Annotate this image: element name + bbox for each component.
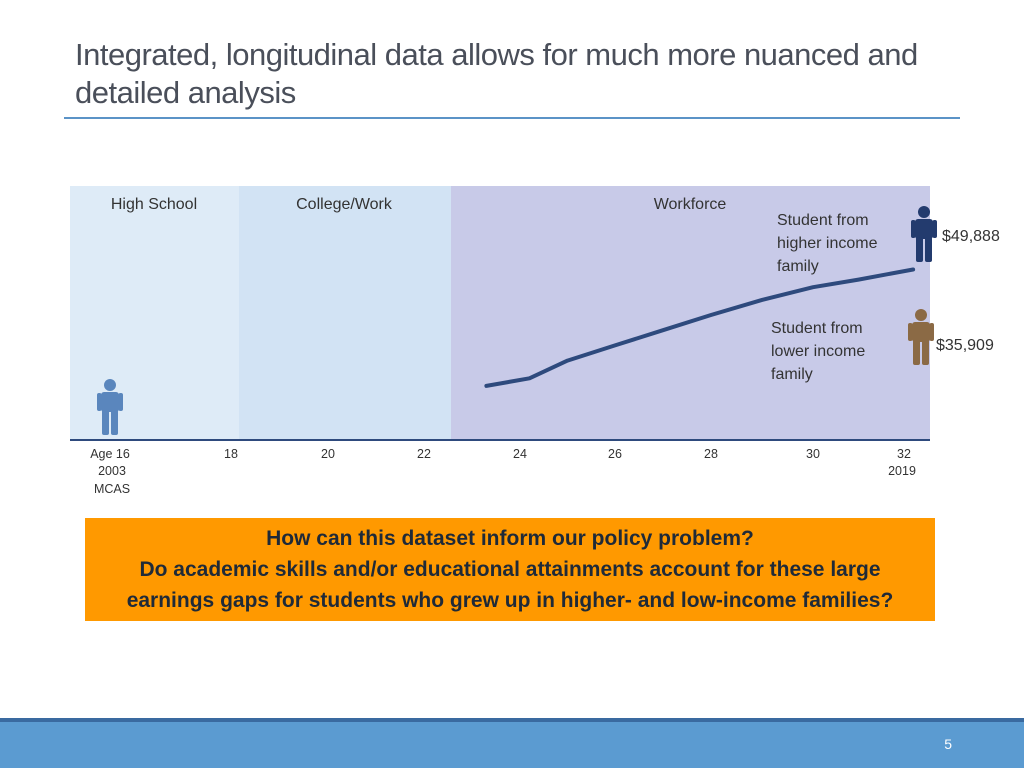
stage-band-college-work-label: College/Work (296, 196, 393, 213)
footer-bar (0, 722, 1024, 768)
x-tick-sublabel: 2003 (98, 464, 126, 478)
stage-band-high-school (70, 186, 239, 439)
x-tick-label: 22 (417, 447, 431, 461)
stage-band-workforce (451, 186, 930, 439)
earnings-line-series (484, 267, 916, 388)
x-tick-sublabel: 2019 (888, 464, 916, 478)
timeline-chart: High School College/Work Workforce Age 16 2… (70, 186, 1000, 496)
annotation-high-income-label: Student from (777, 212, 869, 229)
x-tick-sublabel: MCAS (94, 482, 130, 496)
x-tick-label: 30 (806, 447, 820, 461)
x-tick-label: 24 (513, 447, 527, 461)
annotation-low-income-value: $35,909 (936, 337, 994, 354)
policy-question-callout: How can this dataset inform our policy p… (85, 518, 935, 621)
footer-divider (0, 718, 1024, 722)
x-tick-label: 18 (224, 447, 238, 461)
slide-title: Integrated, longitudinal data allows for… (75, 37, 918, 110)
annotation-high-income-value: $49,888 (942, 228, 1000, 245)
annotation-high-income-label: family (777, 258, 819, 275)
callout-line-3: earnings gaps for students who grew up i… (126, 589, 894, 612)
title-divider (64, 117, 960, 119)
x-tick-label: 28 (704, 447, 718, 461)
annotation-low-income-label: family (771, 366, 813, 383)
x-tick-label: Age 16 (90, 447, 130, 461)
stage-band-college-work (239, 186, 451, 439)
x-tick-label: 26 (608, 447, 622, 461)
student-start-person-icon (97, 379, 123, 435)
callout-line-2: Do academic skills and/or educational at… (139, 558, 881, 581)
stage-band-workforce-label: Workforce (654, 196, 727, 213)
annotation-high-income-label: higher income (777, 235, 878, 252)
higher-income-person-icon (911, 206, 937, 262)
annotation-low-income-label: lower income (771, 343, 865, 360)
stage-band-high-school-label: High School (111, 196, 197, 213)
x-tick-label: 20 (321, 447, 335, 461)
lower-income-person-icon (908, 309, 934, 365)
page-number: 5 (944, 736, 952, 752)
annotation-low-income-label: Student from (771, 320, 863, 337)
x-tick-label: 32 (897, 447, 911, 461)
callout-line-1: How can this dataset inform our policy p… (266, 527, 754, 550)
